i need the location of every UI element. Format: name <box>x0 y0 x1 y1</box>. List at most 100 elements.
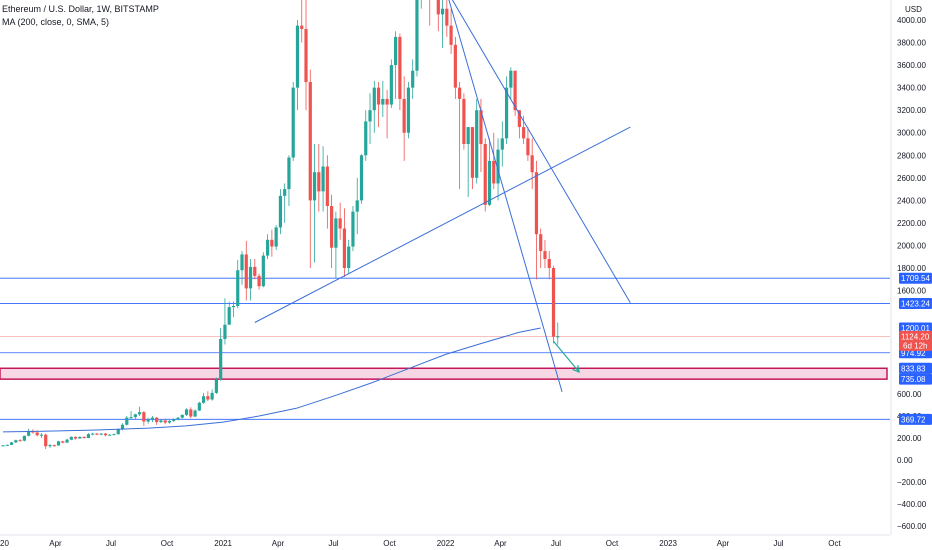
ma-price-tag: 1200.01 <box>901 324 930 333</box>
level-price-tag-bg <box>899 413 932 425</box>
price-tick-label: −600.00 <box>897 522 927 531</box>
candle-body <box>342 228 347 268</box>
candle-body <box>27 430 31 436</box>
indicator-legend[interactable]: MA (200, close, 0, SMA, 5) <box>2 17 110 27</box>
candle-body <box>103 433 108 436</box>
candle-body <box>334 218 338 248</box>
candle-body <box>291 87 295 158</box>
candle-body <box>504 87 509 139</box>
ma-price-tag-bg <box>899 322 932 334</box>
candle-body <box>202 396 206 403</box>
time-axis[interactable]: 2020 Apr Jul Oct 2021 Apr Jul Oct 2022 Apr Jul Oct 2… <box>0 534 890 548</box>
candle-body <box>56 441 61 446</box>
candle-body <box>398 36 402 99</box>
candle-body <box>381 98 385 105</box>
last-price-tag: 1124.20 <box>901 332 930 341</box>
time-tick-label: 2020 <box>0 539 9 548</box>
candle-body <box>167 420 172 423</box>
candle-body <box>509 70 513 88</box>
candle-body <box>82 436 86 438</box>
candle-body <box>1 445 5 447</box>
candle-body <box>411 70 415 88</box>
candle-body <box>261 255 265 287</box>
level-price-tag: 369.72 <box>901 415 926 424</box>
candle-body <box>44 434 48 447</box>
candle-body <box>436 0 440 15</box>
time-tick-label: Oct <box>161 539 174 548</box>
zone-bottom-tag-bg <box>899 373 932 385</box>
time-tick-label: Oct <box>606 539 619 548</box>
candle-body <box>125 417 129 425</box>
candle-body <box>91 433 95 435</box>
candle-body <box>193 410 197 417</box>
candle-body <box>219 339 223 380</box>
candle-body <box>338 218 342 229</box>
price-tick-label: 2800.00 <box>897 151 926 160</box>
candle-body <box>65 439 69 443</box>
candle-body <box>253 266 257 276</box>
countdown-label: 6d 12h <box>903 341 927 350</box>
trend-line <box>451 0 631 303</box>
level-price-tag-bg <box>899 297 932 309</box>
price-tick-label: −400.00 <box>897 500 927 509</box>
candle-body <box>120 424 125 430</box>
candle-body <box>385 98 389 105</box>
candle-body <box>300 25 304 30</box>
candle-body <box>295 25 300 88</box>
candle-body <box>274 227 278 247</box>
candle-body <box>244 254 248 289</box>
candle-body <box>248 266 253 289</box>
candle-body <box>449 25 453 45</box>
price-tick-label: 3400.00 <box>897 84 926 93</box>
candle-body <box>522 127 526 139</box>
candle-body <box>73 436 78 439</box>
price-tick-label: 2400.00 <box>897 196 926 205</box>
candle-body <box>231 306 236 308</box>
level-price-tag: 1709.54 <box>901 274 930 283</box>
candle-body <box>325 166 329 206</box>
price-axis[interactable]: USD 4000.00 3800.00 3600.00 3400.00 3200.00 30… <box>890 0 927 535</box>
level-price-tag-bg <box>899 272 932 284</box>
price-tick-label: 1800.00 <box>897 264 926 273</box>
candle-body <box>376 87 381 105</box>
time-tick-label: 2021 <box>214 539 232 548</box>
candle-body <box>351 211 355 247</box>
candle-body <box>210 392 214 400</box>
time-tick-label: Apr <box>272 539 285 548</box>
arrow-shaft <box>553 340 580 373</box>
candle-body <box>406 87 411 133</box>
candle-body <box>547 258 551 268</box>
candle-body <box>304 29 308 82</box>
candle-body <box>22 435 26 441</box>
price-tick-label: 3800.00 <box>897 39 926 48</box>
time-tick-label: 2022 <box>437 539 455 548</box>
candle-body <box>330 206 334 248</box>
candle-body <box>78 436 82 439</box>
level-price-tag: 1423.24 <box>901 299 930 308</box>
last-price-tag-bg <box>899 330 932 351</box>
candle-body <box>466 127 470 144</box>
candles <box>1 0 560 449</box>
time-tick-label: Jul <box>106 539 116 548</box>
candle-body <box>48 445 52 447</box>
candle-body <box>35 432 39 436</box>
candle-body <box>483 144 487 205</box>
candle-body <box>539 234 543 252</box>
candle-body <box>359 155 364 201</box>
candle-body <box>556 336 560 338</box>
candle-body <box>266 239 270 256</box>
candle-body <box>321 166 325 192</box>
price-tags: 1709.54 1423.24 974.92 369.72 833.83 735.08 12… <box>899 272 932 425</box>
price-axis-unit: USD <box>905 5 922 14</box>
candle-body <box>9 442 14 445</box>
candle-body <box>283 189 287 196</box>
time-tick-label: Apr <box>49 539 62 548</box>
candle-body <box>513 70 517 111</box>
candle-body <box>462 98 466 144</box>
candle-body <box>189 409 193 417</box>
candle-body <box>180 414 184 418</box>
candle-body <box>257 275 261 287</box>
candle-body <box>99 433 103 435</box>
candle-body <box>240 254 244 271</box>
